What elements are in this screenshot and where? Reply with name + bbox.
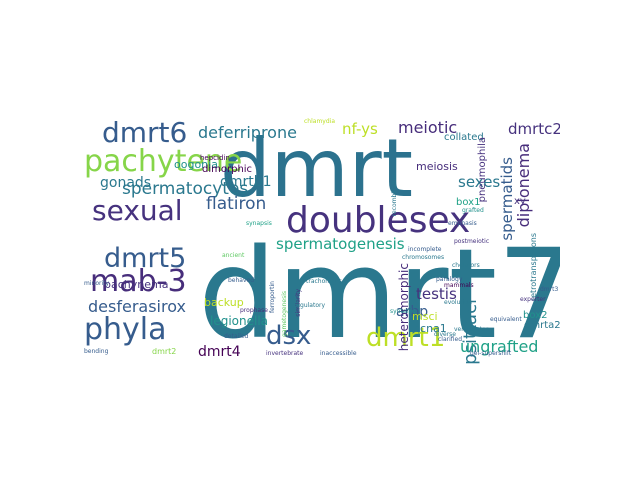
word: msci bbox=[412, 310, 438, 323]
word: dmrt bbox=[220, 122, 413, 215]
word: gonads bbox=[100, 175, 152, 191]
word: minority bbox=[84, 280, 110, 287]
word: clarified bbox=[438, 336, 463, 343]
word: hepcidin bbox=[200, 154, 230, 162]
word: dmrt6 bbox=[102, 116, 188, 149]
word: dmrtb1 bbox=[220, 174, 272, 190]
word: testis bbox=[416, 285, 457, 303]
word: dimorphic bbox=[202, 164, 253, 175]
word: dmrt3 bbox=[540, 286, 559, 293]
word: deferriprone bbox=[198, 123, 297, 142]
word: bending bbox=[84, 348, 109, 355]
word: meiosis bbox=[416, 160, 458, 173]
word: nf-ys bbox=[342, 120, 378, 138]
word: syntenic bbox=[390, 308, 416, 315]
word: pneumophila bbox=[477, 137, 488, 203]
word: flatiron bbox=[206, 194, 267, 214]
word: box2 bbox=[523, 310, 548, 321]
word: gametogenesis bbox=[281, 291, 288, 337]
word: dmrt7 bbox=[198, 223, 560, 367]
word: vertebrates bbox=[454, 326, 489, 333]
word: legionella bbox=[210, 314, 269, 328]
word: emphasis bbox=[448, 220, 477, 227]
word: synapsis bbox=[246, 220, 272, 227]
word: dmrt4 bbox=[198, 344, 241, 360]
word: ccna1 bbox=[414, 322, 447, 335]
word: desferasirox bbox=[88, 297, 186, 316]
word: mab-3 bbox=[90, 264, 187, 299]
word: gel-supershift bbox=[470, 350, 512, 357]
word: invertebrate bbox=[266, 350, 304, 357]
word: dmrt2 bbox=[152, 347, 177, 356]
word: spermatocytes bbox=[122, 179, 249, 199]
word: meiotic bbox=[398, 118, 458, 137]
word: evolution bbox=[444, 299, 472, 306]
word: pachynema bbox=[104, 278, 169, 291]
word: dmrtc2 bbox=[508, 120, 560, 138]
word: prophase bbox=[240, 307, 268, 314]
word: collated bbox=[444, 132, 484, 143]
word: chelators bbox=[452, 262, 480, 269]
word: retrotransposons bbox=[529, 233, 538, 302]
word: detailed bbox=[224, 333, 249, 340]
word: pachytene bbox=[84, 144, 243, 179]
word: dmrt1 bbox=[366, 323, 446, 353]
word: chlamydia bbox=[304, 118, 335, 125]
word: phyla bbox=[84, 312, 167, 347]
word: spermatids bbox=[498, 157, 516, 241]
word: trachomatis bbox=[306, 278, 342, 285]
word: incomplete bbox=[408, 246, 442, 253]
word: sexual bbox=[92, 194, 183, 227]
word: ancient bbox=[222, 252, 245, 259]
word: spermatogenesis bbox=[276, 235, 405, 253]
word: sexes bbox=[458, 173, 501, 191]
word: dsx bbox=[266, 321, 312, 351]
word: recombination bbox=[391, 173, 398, 217]
word: mammals bbox=[444, 282, 474, 289]
word: grafted bbox=[462, 207, 484, 214]
word: box1 bbox=[456, 197, 481, 208]
word: dmrt5 bbox=[104, 243, 187, 274]
word: ferroportin bbox=[269, 281, 276, 313]
word: paralogy bbox=[436, 276, 463, 283]
word: diplonema bbox=[514, 143, 533, 228]
word: diverse bbox=[434, 331, 457, 338]
word: ungrafted bbox=[460, 337, 539, 356]
word: xy bbox=[514, 196, 526, 207]
word: doublesex bbox=[286, 200, 471, 241]
word: dmrta2 bbox=[524, 320, 560, 331]
word-cloud: dmrt7 dmrt doublesex pachytene sexual dm… bbox=[80, 113, 560, 369]
word: equivalent bbox=[490, 316, 522, 323]
word: exporter bbox=[520, 296, 546, 303]
word: inaccessible bbox=[320, 350, 357, 357]
word: postmeiotic bbox=[454, 238, 490, 245]
word: behaved bbox=[228, 277, 255, 284]
word: regulatory bbox=[294, 302, 326, 309]
word: oogonia bbox=[174, 158, 218, 171]
word: arbp bbox=[396, 304, 429, 320]
word: chromosomes bbox=[402, 254, 445, 261]
word: backup bbox=[204, 296, 244, 309]
